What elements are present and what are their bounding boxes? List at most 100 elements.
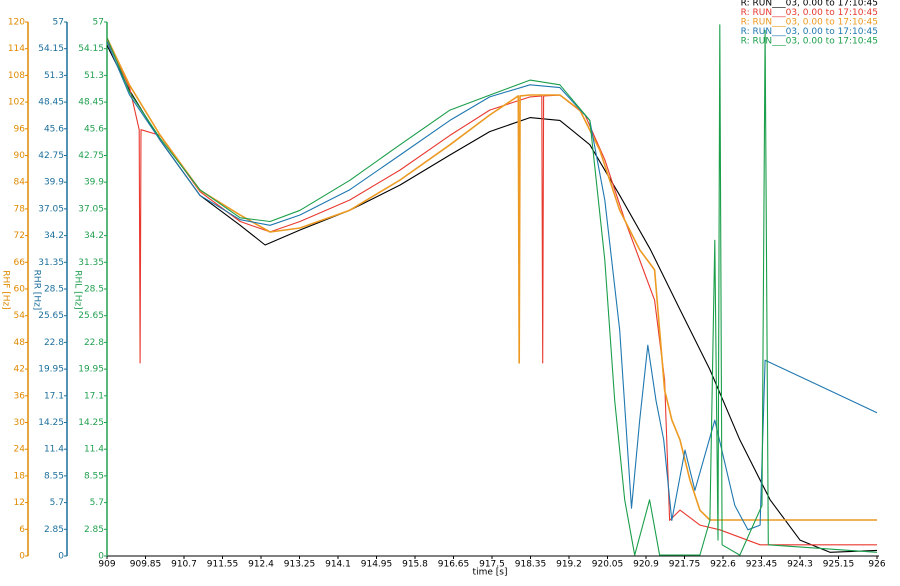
y-tick-label: 34.2 xyxy=(84,231,104,241)
y-tick-label: 14.25 xyxy=(38,418,64,428)
y-tick-label: 45.6 xyxy=(84,124,104,134)
series-line xyxy=(107,45,878,553)
x-tick-label: 920.9 xyxy=(633,560,659,570)
legend-entry: R: RUN___03, 0.00 to 17:10:45 xyxy=(741,0,878,9)
x-tick-label: 911.55 xyxy=(207,560,239,570)
y-tick-label: 19.95 xyxy=(78,365,104,375)
y-tick-label: 22.8 xyxy=(84,338,104,348)
y-tick-label: 48 xyxy=(14,338,26,348)
y-tick-label: 54 xyxy=(14,311,26,321)
y-tick-label: 54.15 xyxy=(78,44,104,54)
y-tick-label: 57 xyxy=(53,18,64,28)
x-tick-label: 923.45 xyxy=(746,560,778,570)
y-tick-label: 114 xyxy=(8,44,25,54)
y-tick-label: 5.7 xyxy=(50,498,64,508)
y-axis-title: RHF [Hz] xyxy=(1,270,11,310)
y-tick-label: 2.85 xyxy=(84,525,104,535)
y-tick-label: 19.95 xyxy=(38,365,64,375)
x-tick-label: 909.85 xyxy=(130,560,162,570)
y-tick-label: 8.55 xyxy=(84,471,104,481)
x-tick-label: 915.8 xyxy=(402,560,428,570)
y-tick-label: 54.15 xyxy=(38,44,64,54)
y-tick-label: 57 xyxy=(93,18,104,28)
y-axis-title: RHL [Hz] xyxy=(73,270,83,309)
y-tick-label: 18 xyxy=(14,471,26,481)
x-tick-label: 919.2 xyxy=(556,560,582,570)
x-tick-label: 913.25 xyxy=(284,560,316,570)
y-tick-label: 72 xyxy=(14,231,25,241)
series-line xyxy=(107,41,878,531)
y-tick-label: 14.25 xyxy=(78,418,104,428)
y-tick-label: 11.4 xyxy=(44,445,64,455)
legend-entry: R: RUN___03, 0.00 to 17:10:45 xyxy=(741,37,878,47)
y-tick-label: 11.4 xyxy=(84,445,104,455)
legend-entry: R: RUN___03, 0.00 to 17:10:45 xyxy=(741,27,878,37)
y-tick-label: 31.35 xyxy=(78,258,104,268)
y-tick-label: 66 xyxy=(14,258,26,268)
y-tick-label: 48.45 xyxy=(38,98,64,108)
x-tick-label: 910.7 xyxy=(171,560,197,570)
y-tick-label: 25.65 xyxy=(38,311,64,321)
y-tick-label: 8.55 xyxy=(44,471,64,481)
y-tick-label: 6 xyxy=(19,525,25,535)
y-tick-label: 90 xyxy=(14,151,26,161)
y-tick-label: 39.9 xyxy=(44,178,64,188)
y-tick-label: 78 xyxy=(14,204,26,214)
y-tick-label: 39.9 xyxy=(84,178,104,188)
y-tick-label: 22.8 xyxy=(44,338,64,348)
y-tick-label: 96 xyxy=(14,124,26,134)
y-tick-label: 48.45 xyxy=(78,98,104,108)
x-tick-label: 924.3 xyxy=(787,560,813,570)
y-tick-label: 120 xyxy=(8,18,25,28)
y-tick-label: 17.1 xyxy=(44,391,64,401)
y-tick-label: 45.6 xyxy=(44,124,64,134)
y-axis-title: RHR [Hz] xyxy=(32,270,42,311)
y-tick-label: 84 xyxy=(14,178,26,188)
x-tick-label: 917.5 xyxy=(479,560,505,570)
y-tick-label: 102 xyxy=(8,98,25,108)
legend-entry: R: RUN___03, 0.00 to 17:10:45 xyxy=(741,18,878,28)
x-axis-title: time [s] xyxy=(473,568,508,578)
y-tick-label: 31.35 xyxy=(38,258,64,268)
series-line xyxy=(107,37,877,521)
y-tick-label: 0 xyxy=(19,552,25,562)
y-tick-label: 28.5 xyxy=(44,285,64,295)
y-tick-label: 0 xyxy=(58,552,64,562)
y-tick-label: 17.1 xyxy=(84,391,104,401)
y-tick-label: 2.85 xyxy=(44,525,64,535)
y-tick-label: 42.75 xyxy=(78,151,104,161)
y-tick-label: 5.7 xyxy=(90,498,104,508)
y-tick-label: 37.05 xyxy=(78,204,104,214)
y-tick-label: 42.75 xyxy=(38,151,64,161)
y-tick-label: 0 xyxy=(98,552,104,562)
y-tick-label: 30 xyxy=(14,418,26,428)
y-tick-label: 51.3 xyxy=(84,71,104,81)
y-tick-label: 36 xyxy=(14,391,26,401)
x-tick-label: 922.6 xyxy=(710,560,736,570)
y-tick-label: 42 xyxy=(14,365,25,375)
y-tick-label: 34.2 xyxy=(44,231,64,241)
x-tick-label: 926 xyxy=(868,560,885,570)
y-tick-label: 24 xyxy=(14,445,26,455)
y-tick-label: 12 xyxy=(14,498,25,508)
x-tick-label: 925.15 xyxy=(823,560,855,570)
plot-area xyxy=(107,24,878,556)
series-line xyxy=(107,24,878,556)
x-tick-label: 909 xyxy=(98,560,115,570)
x-tick-label: 920.05 xyxy=(592,560,624,570)
x-tick-label: 921.75 xyxy=(669,560,701,570)
y-tick-label: 108 xyxy=(8,71,25,81)
x-tick-label: 914.95 xyxy=(361,560,393,570)
x-tick-label: 914.1 xyxy=(325,560,351,570)
legend-entry: R: RUN___03, 0.00 to 17:10:45 xyxy=(741,8,878,18)
y-tick-label: 60 xyxy=(14,285,26,295)
y-tick-label: 51.3 xyxy=(44,71,64,81)
y-tick-label: 37.05 xyxy=(38,204,64,214)
x-tick-label: 918.35 xyxy=(515,560,547,570)
y-tick-label: 28.5 xyxy=(84,285,104,295)
x-tick-label: 916.65 xyxy=(438,560,470,570)
x-tick-label: 912.4 xyxy=(248,560,274,570)
y-tick-label: 25.65 xyxy=(78,311,104,321)
